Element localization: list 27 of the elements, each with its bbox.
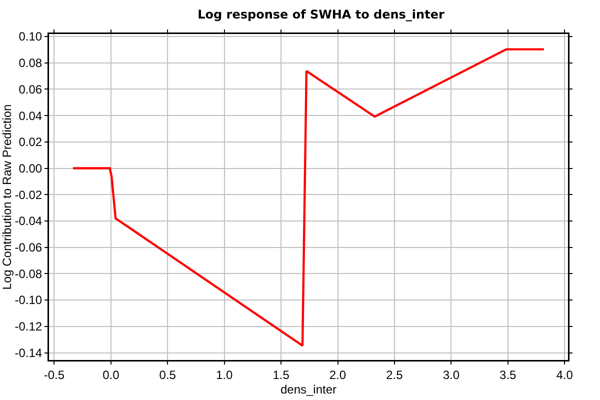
y-axis-title: Log Contribution to Raw Prediction <box>0 104 14 290</box>
y-tick-label: 0.10 <box>18 30 42 44</box>
y-tick-label: 0.06 <box>18 82 42 96</box>
x-tick-label: 1.0 <box>216 368 234 382</box>
y-tick-label: 0.04 <box>18 108 42 123</box>
y-tick-label: -0.06 <box>14 240 42 255</box>
y-tick-label: -0.12 <box>14 320 42 334</box>
y-tick-label: -0.10 <box>14 293 42 308</box>
x-tick-label: 0.0 <box>102 368 120 382</box>
line-series <box>72 48 546 347</box>
y-tick-label: 0.00 <box>18 161 42 176</box>
x-tick-label: 1.5 <box>272 368 290 382</box>
x-tick-label: 4.0 <box>556 368 574 382</box>
x-tick-label: 2.5 <box>386 368 404 382</box>
y-tick-label: -0.04 <box>14 214 42 228</box>
x-tick-label: -0.5 <box>44 368 65 382</box>
x-tick-label: 2.0 <box>329 368 346 382</box>
chart-title: Log response of SWHA to dens_inter <box>198 7 444 22</box>
x-axis-title: dens_inter <box>280 382 337 397</box>
y-tick-label: -0.08 <box>14 266 42 281</box>
x-tick-label: 0.5 <box>159 368 176 382</box>
y-tick-label: -0.02 <box>14 188 42 202</box>
y-tick-label: 0.08 <box>18 56 42 70</box>
y-tick-label: -0.14 <box>14 346 42 360</box>
y-tick-label: 0.02 <box>18 135 42 150</box>
x-tick-label: 3.5 <box>500 368 517 382</box>
x-tick-label: 3.0 <box>442 368 460 382</box>
